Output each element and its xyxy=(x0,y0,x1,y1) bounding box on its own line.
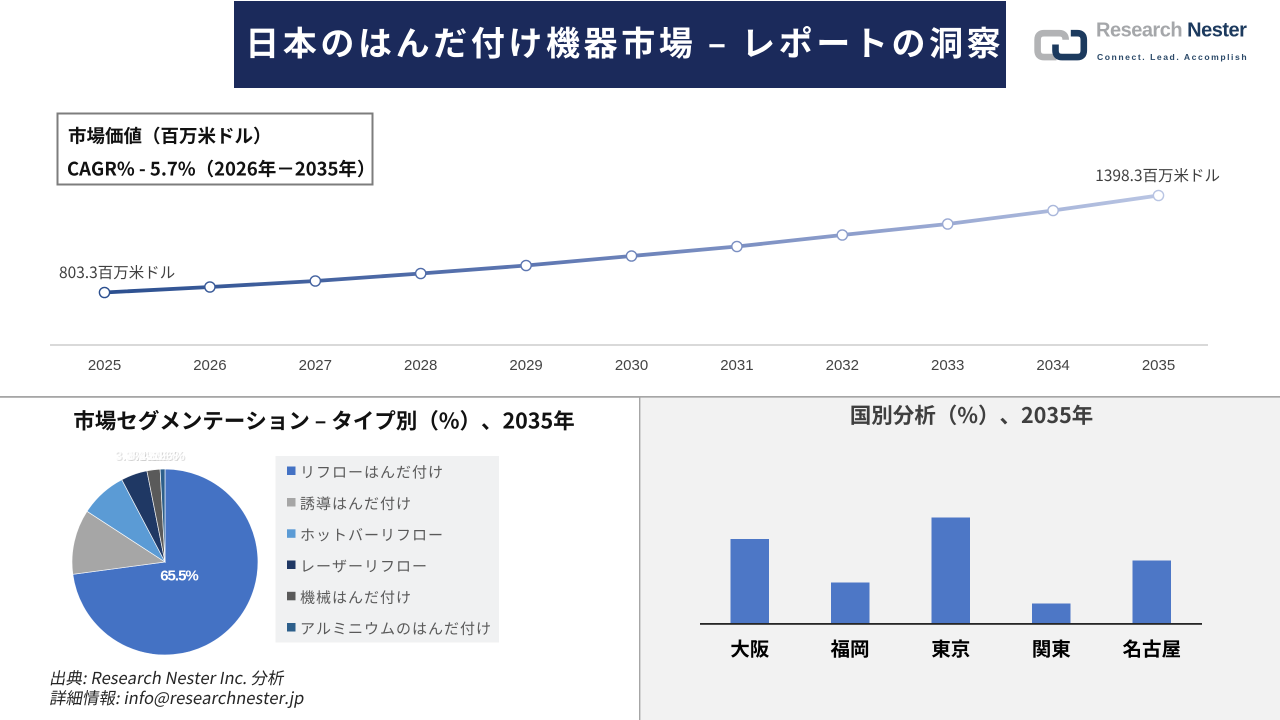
svg-text:4.6%: 4.6% xyxy=(139,448,169,463)
svg-text:2025: 2025 xyxy=(88,357,121,374)
svg-text:2027: 2027 xyxy=(299,357,332,374)
svg-text:3.3%: 3.3% xyxy=(115,448,145,463)
svg-text:2.9%: 2.9% xyxy=(148,448,178,463)
svg-text:2.9%: 2.9% xyxy=(149,449,179,464)
svg-text:8.2%: 8.2% xyxy=(128,448,158,463)
svg-text:2026: 2026 xyxy=(193,357,226,374)
svg-text:3.3%: 3.3% xyxy=(116,449,146,464)
svg-text:2030: 2030 xyxy=(615,357,648,374)
svg-text:0.6%: 0.6% xyxy=(155,448,185,463)
svg-text:2029: 2029 xyxy=(509,357,542,374)
svg-text:2032: 2032 xyxy=(826,357,859,374)
svg-text:2034: 2034 xyxy=(1036,357,1069,374)
svg-text:Connect. Lead. Accomplish: Connect. Lead. Accomplish xyxy=(1097,52,1248,62)
svg-text:65.5%: 65.5% xyxy=(160,568,198,585)
svg-text:4.6%: 4.6% xyxy=(140,449,170,464)
svg-text:2031: 2031 xyxy=(720,357,753,374)
svg-text:2035: 2035 xyxy=(1142,357,1175,374)
svg-text:8.2%: 8.2% xyxy=(129,449,159,464)
svg-text:0.6%: 0.6% xyxy=(156,449,186,464)
svg-text:Research Nester: Research Nester xyxy=(1096,20,1247,42)
svg-text:2033: 2033 xyxy=(931,357,964,374)
svg-text:2028: 2028 xyxy=(404,357,437,374)
